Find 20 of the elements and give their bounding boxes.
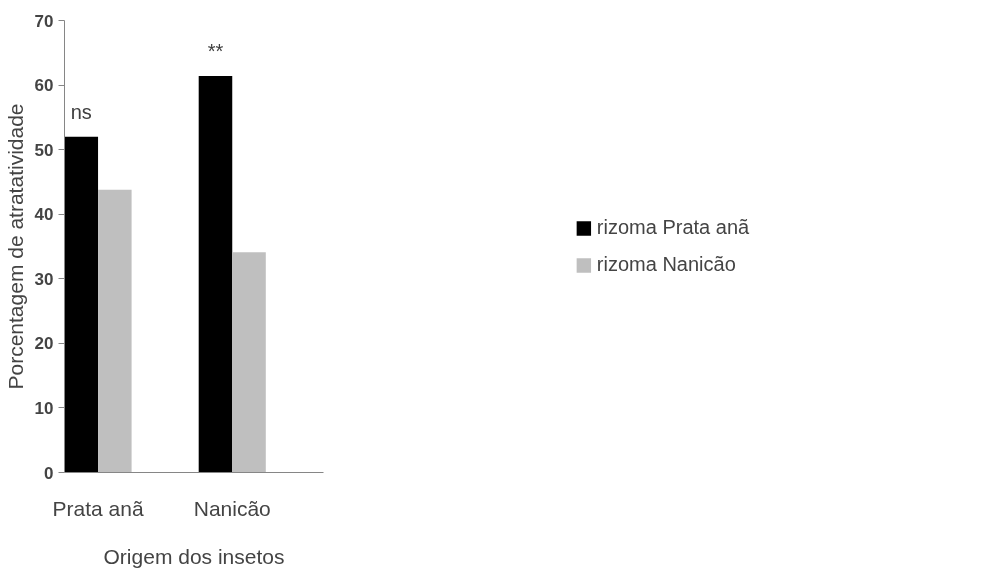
annotation: ns (70, 101, 92, 124)
legend-label: rizoma Prata anã (596, 216, 750, 239)
x-axis-title: Origem dos insetos (103, 544, 285, 568)
y-tick-label: 70 (34, 11, 54, 31)
x-tick-label: Prata anã (52, 496, 144, 520)
bar (98, 189, 132, 473)
bar (198, 76, 233, 473)
x-tick-label: Nanicão (193, 496, 271, 520)
y-tick-label: 30 (34, 269, 54, 289)
y-tick-label: 50 (34, 140, 54, 160)
y-tick-label: 20 (34, 334, 54, 354)
y-tick-label: 10 (34, 398, 54, 418)
y-tick-label: 40 (34, 205, 54, 225)
annotation: ** (207, 40, 224, 63)
bar (232, 252, 266, 473)
legend-label: rizoma Nanicão (596, 253, 736, 276)
y-tick-label: 60 (34, 76, 54, 96)
y-tick-label: 0 (44, 463, 54, 483)
y-axis-title: Porcentagem de atratatividade (3, 103, 27, 390)
bar (64, 136, 99, 473)
